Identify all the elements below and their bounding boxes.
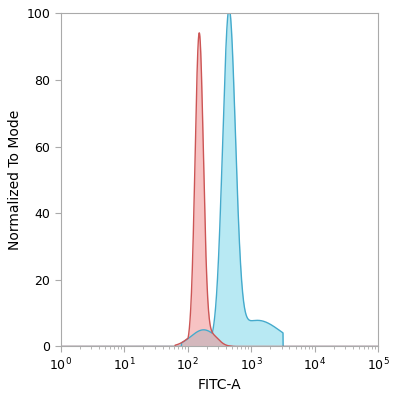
Y-axis label: Normalized To Mode: Normalized To Mode bbox=[8, 110, 22, 250]
X-axis label: FITC-A: FITC-A bbox=[198, 378, 241, 392]
